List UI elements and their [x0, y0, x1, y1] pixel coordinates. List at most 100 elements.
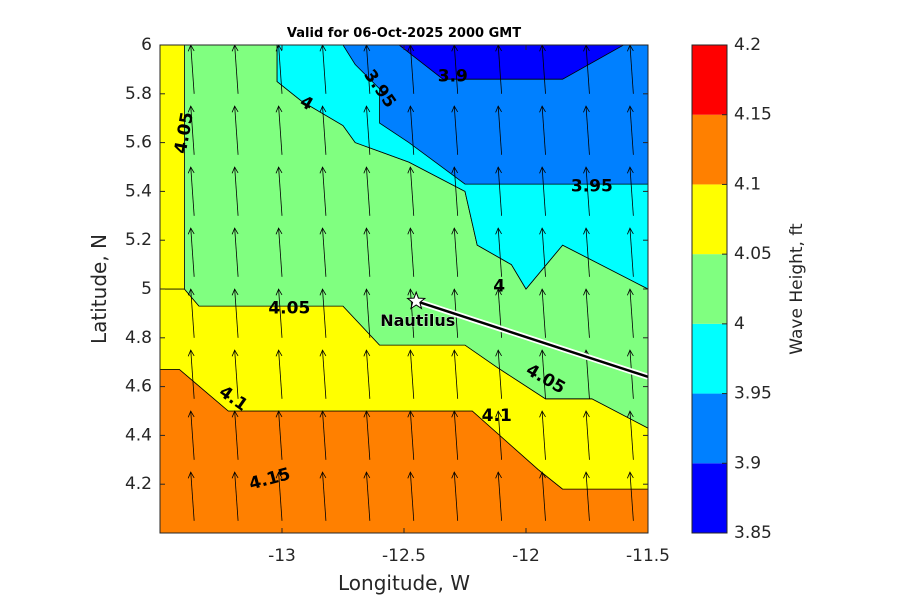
wave-arrow	[187, 410, 195, 460]
y-tick-label: 5.4	[125, 181, 152, 201]
wave-arrow	[539, 227, 546, 277]
wave-arrow-head	[451, 227, 459, 235]
x-tick-label: -13	[268, 546, 296, 566]
wave-arrow-shaft	[234, 472, 239, 521]
wave-arrow	[539, 105, 546, 155]
wave-arrow	[407, 349, 415, 399]
wave-arrow	[451, 349, 459, 399]
wave-arrow-shaft	[497, 411, 502, 460]
wave-arrow	[363, 471, 371, 521]
wave-arrow-head	[231, 410, 239, 418]
wave-arrow	[319, 288, 327, 338]
wave-arrow-head	[451, 288, 459, 296]
wave-arrow-shaft	[409, 45, 415, 94]
wave-arrow-head	[231, 105, 239, 113]
wave-arrow-head	[231, 227, 239, 235]
wave-arrow-shaft	[234, 106, 239, 155]
wave-arrow-head	[319, 105, 327, 113]
wave-arrow-shaft	[409, 472, 415, 521]
wave-arrow-head	[451, 410, 459, 418]
wave-arrow-shaft	[453, 350, 459, 399]
x-axis-label: Longitude, W	[338, 571, 470, 595]
wave-arrow-head	[231, 288, 239, 296]
wave-arrow-head	[407, 288, 415, 296]
wave-arrow-shaft	[453, 472, 459, 521]
wave-arrow-shaft	[366, 167, 371, 216]
wave-arrow-shaft	[278, 167, 283, 216]
wave-arrow	[407, 227, 415, 277]
wave-arrow	[451, 105, 459, 155]
wave-arrow-head	[539, 471, 546, 479]
wave-arrow	[231, 288, 239, 338]
wave-arrow-head	[495, 166, 502, 174]
wave-arrow-shaft	[190, 45, 195, 94]
colorbar-swatch	[692, 463, 727, 533]
wave-arrow-head	[407, 227, 415, 235]
wave-arrow-shaft	[541, 472, 546, 521]
wave-arrow	[539, 410, 546, 460]
wave-arrow	[407, 471, 415, 521]
wave-arrow	[231, 471, 239, 521]
wave-arrow-shaft	[453, 106, 459, 155]
wave-arrow-shaft	[190, 228, 195, 277]
wave-arrow-shaft	[234, 289, 239, 338]
wave-arrow-shaft	[234, 350, 239, 399]
colorbar-tick-label: 4.15	[734, 105, 772, 125]
wave-arrow-head	[495, 349, 502, 357]
wave-arrow-head	[451, 349, 459, 357]
wave-arrow	[363, 288, 371, 338]
wave-arrow-head	[187, 105, 195, 113]
wave-arrow-head	[539, 105, 546, 113]
wave-arrow-head	[363, 227, 371, 235]
wave-arrow-head	[495, 288, 502, 296]
wave-arrow	[319, 410, 327, 460]
y-axis-label: Latitude, N	[87, 234, 111, 344]
wave-arrow-head	[319, 410, 327, 418]
wave-arrow	[319, 105, 327, 155]
wave-arrow-head	[275, 227, 283, 235]
wave-arrow	[187, 288, 195, 338]
y-tick-label: 4.4	[125, 425, 152, 445]
contour-label: 3.9	[438, 67, 468, 87]
wave-arrow-shaft	[585, 472, 590, 521]
chart-title: Valid for 06-Oct-2025 2000 GMT	[287, 26, 521, 41]
wave-arrow-shaft	[190, 289, 195, 338]
wave-arrow	[187, 166, 195, 216]
wave-arrow	[275, 105, 283, 155]
wave-arrow-shaft	[497, 228, 502, 277]
colorbar: 3.85 3.9 3.95 4 4.05 4.1 4.15 4.2	[691, 35, 772, 543]
wave-arrow-shaft	[234, 45, 239, 94]
wave-arrow-shaft	[585, 167, 590, 216]
wave-arrow	[627, 471, 634, 521]
y-tick-label: 4.6	[125, 377, 152, 397]
wave-arrow-head	[539, 166, 546, 174]
wave-arrow	[583, 105, 590, 155]
wave-arrow	[495, 227, 502, 277]
contour-label: 4.05	[268, 299, 310, 319]
wave-arrow	[627, 227, 634, 277]
wave-arrow-head	[627, 288, 634, 296]
wave-arrow-shaft	[190, 472, 195, 521]
wave-arrow-shaft	[322, 45, 327, 94]
wave-arrow-head	[407, 105, 415, 113]
wave-arrow-head	[407, 166, 415, 174]
wave-arrow	[231, 410, 239, 460]
colorbar-swatch	[692, 45, 727, 115]
wave-arrow-shaft	[234, 228, 239, 277]
wave-arrow-head	[187, 288, 195, 296]
wave-arrow-shaft	[497, 350, 502, 399]
wave-arrow-shaft	[541, 228, 546, 277]
wave-arrow-shaft	[278, 472, 283, 521]
wave-arrow-shaft	[453, 228, 459, 277]
wave-arrow-head	[627, 471, 634, 479]
wave-arrow-shaft	[541, 350, 546, 399]
track-line	[415, 300, 648, 378]
wave-arrow-shaft	[629, 289, 634, 338]
wave-arrow	[275, 227, 283, 277]
wave-arrow-shaft	[453, 411, 459, 460]
y-tick-label: 5.6	[125, 133, 152, 153]
contour-bands	[160, 45, 648, 533]
wave-arrow-shaft	[366, 106, 371, 155]
wave-arrow	[187, 105, 195, 155]
wave-arrow-head	[539, 410, 546, 418]
